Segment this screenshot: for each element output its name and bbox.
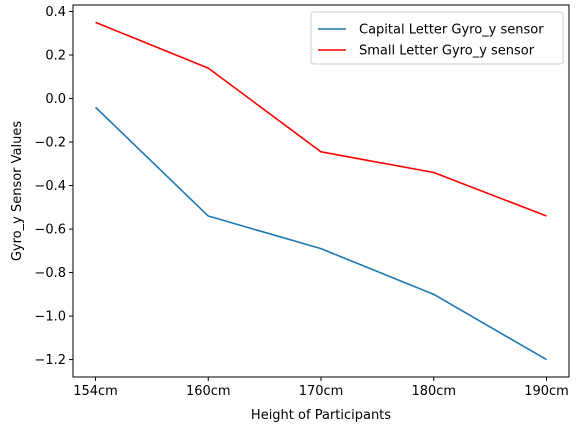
y-tick-label: −0.8 — [34, 266, 66, 281]
y-tick-label: −1.0 — [34, 310, 66, 325]
y-axis-label: Gyro_y Sensor Values — [10, 121, 25, 261]
x-tick-label: 190cm — [524, 384, 569, 399]
legend-entry-2: Small Letter Gyro_y sensor — [359, 44, 535, 59]
series-line-1 — [94, 106, 547, 361]
y-tick-label: 0.0 — [45, 92, 66, 107]
y-tick-label: −0.2 — [34, 136, 66, 151]
legend: Capital Letter Gyro_y sensor Small Letter… — [310, 11, 564, 65]
y-tick-label: −1.2 — [34, 353, 66, 368]
x-tick-label: 170cm — [299, 384, 344, 399]
x-tick-label: 154cm — [73, 384, 118, 399]
y-axis: 0.4 0.2 0.0 −0.2 −0.4 −0.6 −0.8 −1.0 −1.2 — [34, 5, 73, 368]
x-axis-label: Height of Participants — [251, 408, 391, 423]
y-tick-label: −0.6 — [34, 223, 66, 238]
x-tick-label: 160cm — [186, 384, 231, 399]
x-axis: 154cm 160cm 170cm 180cm 190cm — [73, 377, 569, 399]
y-tick-label: 0.2 — [45, 49, 66, 64]
legend-box — [310, 11, 564, 65]
y-tick-label: −0.4 — [34, 179, 66, 194]
x-tick-label: 180cm — [411, 384, 456, 399]
series-layer — [94, 21, 547, 361]
y-tick-label: 0.4 — [45, 5, 66, 20]
legend-entry-1: Capital Letter Gyro_y sensor — [359, 23, 544, 38]
series-line-2 — [95, 21, 547, 217]
